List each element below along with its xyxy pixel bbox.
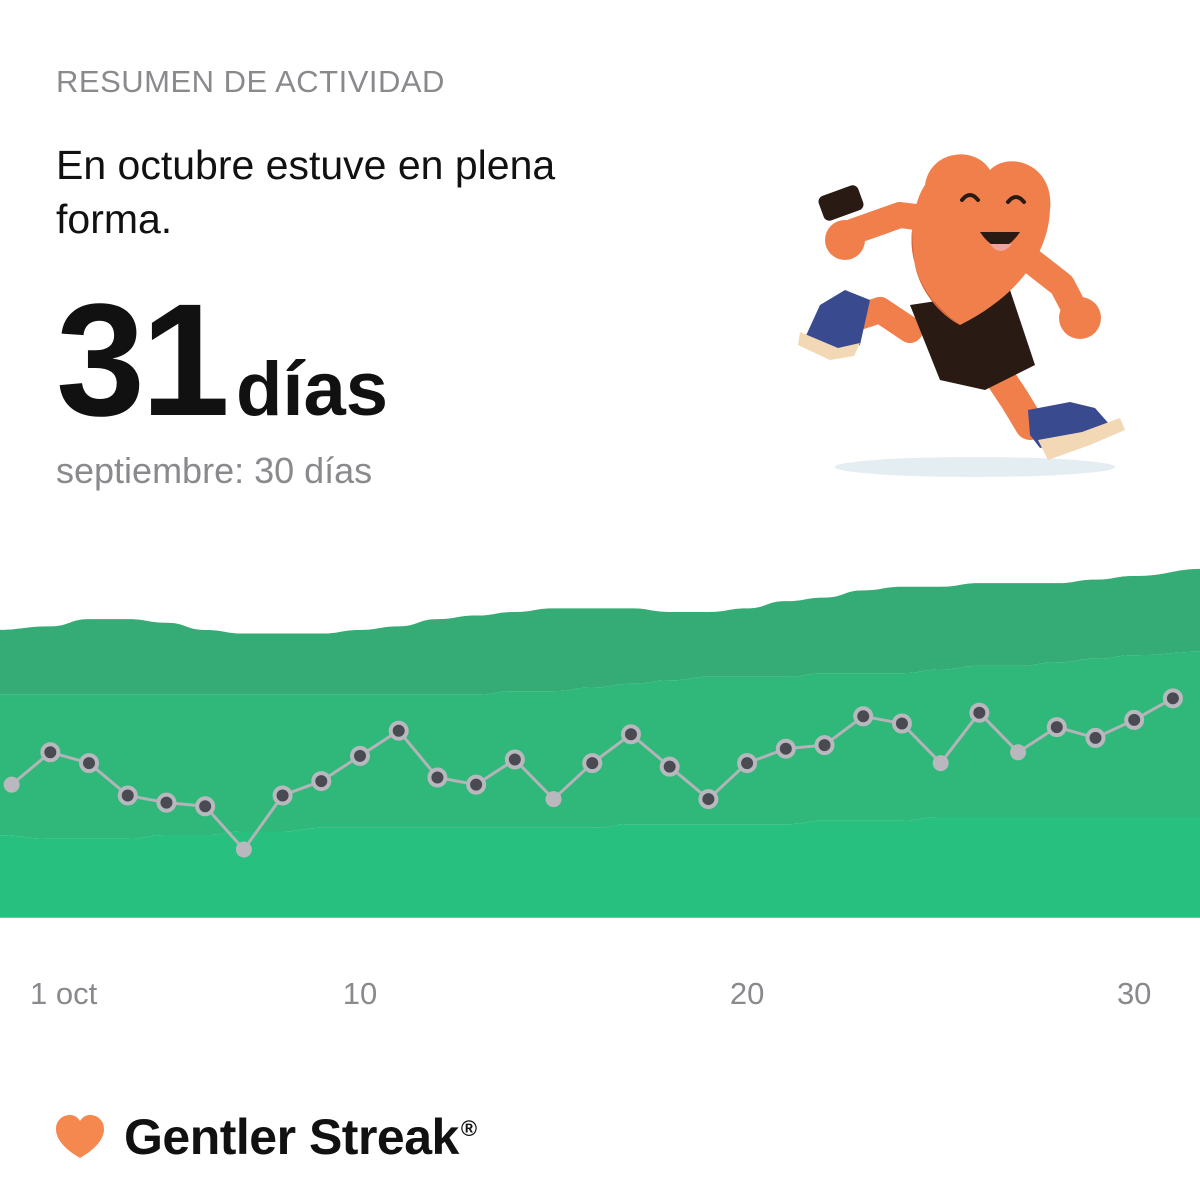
mascot-back-shoe [804, 290, 870, 352]
mascot-watch [818, 185, 864, 221]
mascot-shadow [835, 457, 1115, 477]
data-point [272, 785, 293, 806]
mascot-back-shoe-sole [798, 332, 860, 360]
data-point [969, 702, 990, 723]
heart-logo-icon [56, 1115, 104, 1158]
active-days-count: 31 [56, 270, 230, 449]
brand-name: Gentler Streak® [124, 1108, 477, 1166]
summary-headline: En octubre estuve en plena forma. [56, 142, 556, 242]
data-point [156, 792, 177, 813]
active-days-unit: días [235, 347, 389, 432]
x-tick-label: 20 [730, 976, 764, 1011]
data-point [311, 771, 332, 792]
mascot-eye-left [960, 193, 980, 202]
mascot-raised-fist [825, 220, 865, 260]
data-point [350, 745, 370, 766]
section-eyebrow: RESUMEN DE ACTIVIDAD [56, 64, 445, 99]
mascot-eye-right [1006, 195, 1026, 204]
data-point [1124, 709, 1145, 730]
data-point [504, 749, 525, 770]
chart-band-lower [0, 817, 1200, 918]
previous-month-comparison: septiembre: 30 días [56, 450, 373, 491]
mascot-lower-fist [1059, 297, 1101, 339]
data-point [737, 753, 758, 774]
chart-band-upper [0, 568, 1200, 695]
chart-series [3, 688, 1183, 858]
data-point [853, 706, 874, 727]
activity-chart: 1 oct 10 20 30 [0, 568, 1200, 1011]
data-point [891, 713, 912, 734]
mascot-front-shoe-sole [1038, 418, 1125, 460]
brand-registered-mark: ® [460, 1116, 477, 1142]
data-point [117, 785, 138, 806]
data-point [814, 735, 835, 756]
data-point [545, 791, 562, 808]
mascot-tongue [990, 244, 1012, 251]
data-point [427, 767, 448, 788]
x-tick-label: 10 [343, 976, 377, 1011]
data-point [388, 720, 409, 741]
data-point [466, 774, 487, 795]
mascot-mouth [980, 232, 1020, 247]
data-point [3, 776, 20, 793]
chart-band-middle [0, 651, 1200, 839]
chart-x-ticks: 1 oct 10 20 30 [30, 976, 1151, 1011]
data-point [79, 753, 100, 774]
chart-bands [0, 568, 1200, 918]
data-point [659, 756, 680, 777]
data-point [1010, 744, 1027, 761]
running-heart-mascot-icon [798, 154, 1125, 477]
x-tick-label: 30 [1117, 976, 1151, 1011]
data-point [1085, 727, 1106, 748]
data-point [698, 789, 719, 810]
active-days-total: 31 días [56, 268, 388, 452]
data-point [1046, 717, 1067, 738]
mascot-front-shoe [1028, 402, 1110, 448]
x-tick-label: 1 oct [30, 976, 98, 1011]
data-point [932, 755, 949, 772]
brand-footer: Gentler Streak® [54, 1108, 477, 1166]
data-point [582, 753, 603, 774]
data-point [195, 796, 216, 817]
data-point [775, 738, 796, 759]
data-point [40, 742, 61, 763]
data-point [235, 841, 252, 858]
data-point [1162, 688, 1183, 709]
brand-name-text: Gentler Streak [124, 1109, 459, 1165]
mascot-shorts [910, 290, 1035, 390]
data-point [620, 724, 641, 745]
